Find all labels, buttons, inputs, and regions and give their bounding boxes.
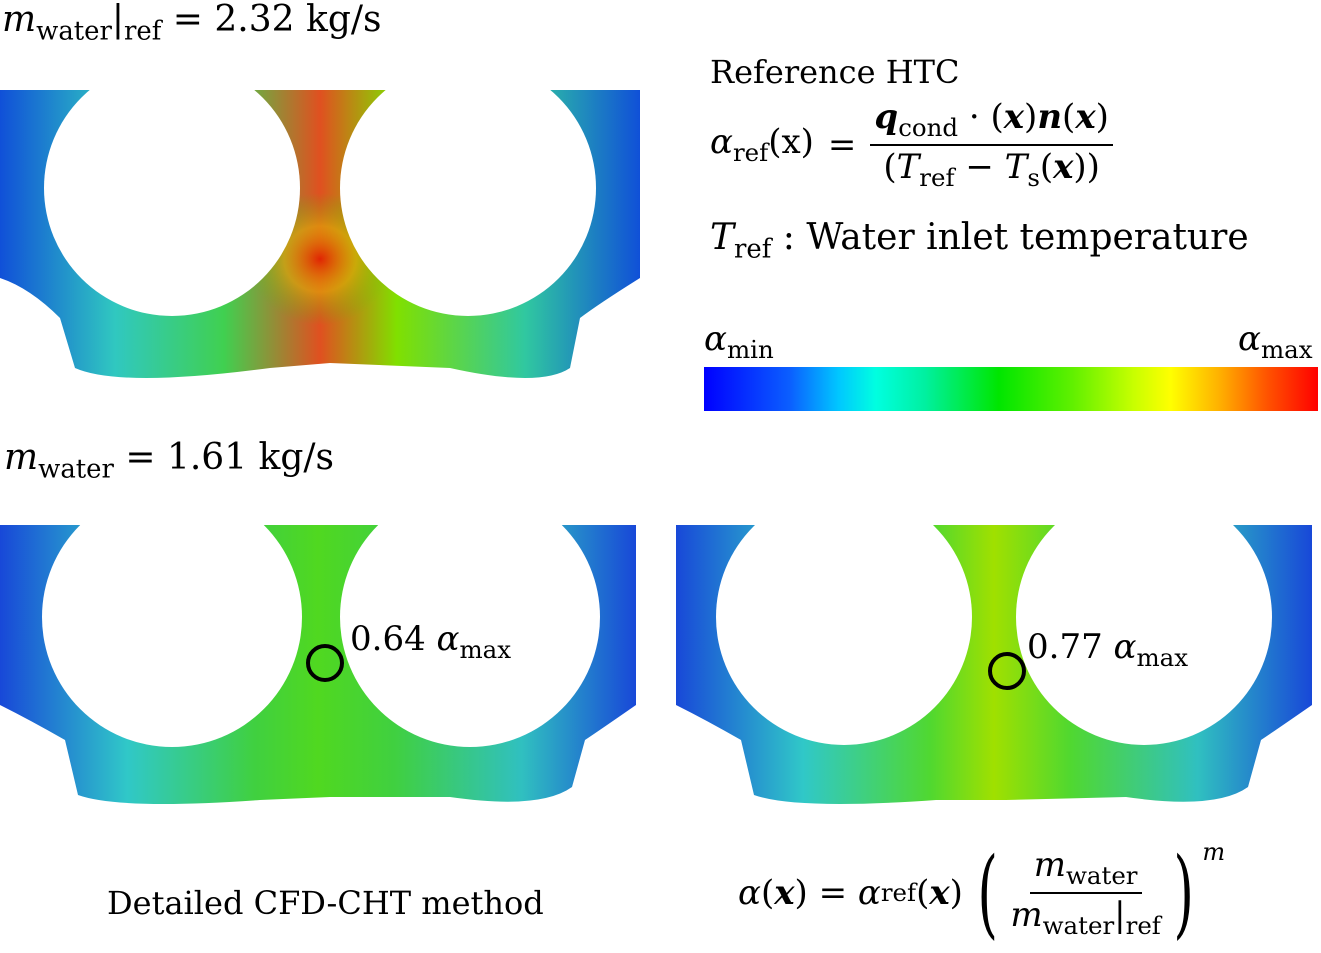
scaling-formula: α(x) = α ref(x) ( mwater mwater|ref ) m — [738, 837, 1226, 949]
highlight-ring-left — [306, 644, 344, 682]
htc-contour-cfd-cht — [0, 525, 636, 804]
reference-htc-heading: Reference HTC — [710, 53, 960, 91]
colorbar — [704, 367, 1318, 411]
highlight-ring-right — [988, 652, 1026, 690]
annotation-scaled: 0.77 αmax — [1027, 627, 1189, 672]
reduced-flow-label: mwater = 1.61 kg/s — [4, 437, 335, 485]
htc-contour-scaled — [676, 525, 1312, 804]
annotation-cfd-cht: 0.64 αmax — [350, 619, 512, 664]
reference-flow-label: mwater|ref = 2.32 kg/s — [2, 0, 382, 47]
colorbar-min-label: αmin — [704, 319, 774, 364]
colorbar-max-label: αmax — [1238, 319, 1313, 364]
tref-definition: Tref : Water inlet temperature — [710, 217, 1249, 265]
caption-cfd-cht: Detailed CFD-CHT method — [107, 884, 544, 922]
reference-htc-formula: αref(x) = qcond · (x)n(x) (Tref − Ts(x)) — [710, 100, 1113, 191]
htc-contour-reference — [0, 88, 640, 378]
